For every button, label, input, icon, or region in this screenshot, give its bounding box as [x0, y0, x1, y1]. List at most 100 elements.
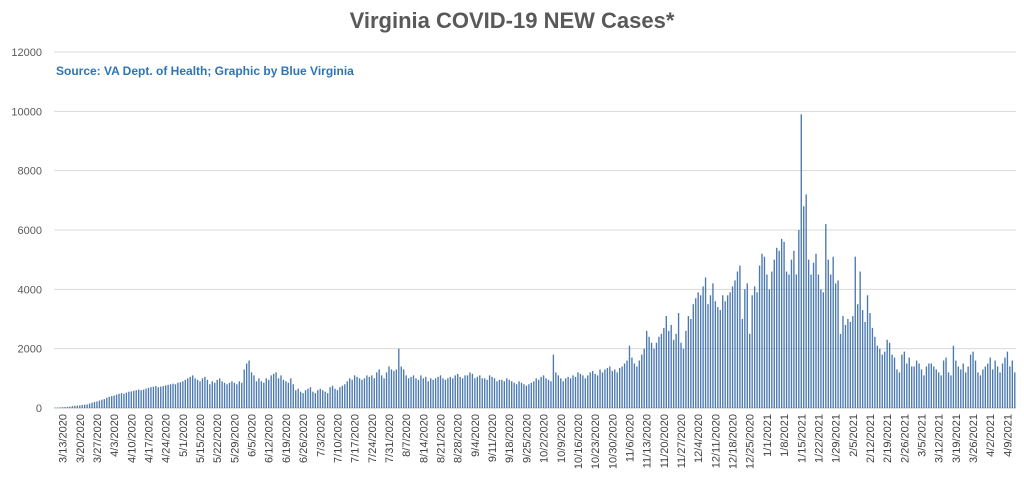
bar	[86, 404, 88, 408]
bar	[901, 354, 903, 408]
bar	[771, 271, 773, 408]
bar	[422, 378, 425, 408]
x-tick-label: 4/17/2020	[143, 414, 155, 463]
x-tick-label: 10/16/2020	[573, 414, 585, 469]
bar	[648, 336, 650, 408]
bar	[587, 375, 589, 408]
bar	[231, 381, 233, 408]
bar	[569, 378, 572, 408]
x-tick-label: 10/9/2020	[556, 414, 568, 463]
x-tick-label: 8/7/2020	[401, 414, 413, 457]
x-tick-label: 5/29/2020	[229, 414, 241, 463]
bar	[942, 360, 945, 408]
bar	[614, 369, 616, 408]
bar	[405, 375, 407, 408]
bar	[268, 379, 270, 408]
x-tick-label: 7/17/2020	[350, 414, 362, 463]
bar	[324, 391, 326, 408]
bar	[194, 378, 196, 408]
bar	[601, 372, 604, 408]
bar	[538, 379, 540, 408]
bar	[577, 372, 579, 408]
bar	[501, 379, 503, 408]
bar	[319, 388, 321, 408]
bar	[618, 367, 621, 408]
bar	[957, 366, 959, 408]
x-tick-label: 1/8/2021	[779, 414, 791, 457]
bar	[390, 369, 393, 408]
bar	[552, 354, 555, 408]
x-tick-label: 12/25/2020	[745, 414, 757, 469]
bar	[555, 372, 557, 408]
bar	[898, 372, 901, 408]
x-tick-label: 9/11/2020	[487, 414, 499, 462]
bar	[560, 378, 562, 408]
bar	[282, 379, 285, 408]
bar	[486, 379, 488, 408]
bar	[179, 382, 182, 408]
bar	[312, 391, 314, 408]
bar	[798, 230, 800, 408]
bar	[758, 265, 761, 408]
bar	[628, 345, 631, 408]
x-tick-label: 9/25/2020	[521, 414, 533, 463]
bar	[270, 375, 272, 408]
bar	[888, 342, 891, 408]
x-tick-label: 10/23/2020	[590, 414, 602, 469]
bar	[145, 388, 147, 408]
bar	[812, 262, 815, 408]
bar	[385, 372, 388, 408]
bar	[592, 370, 594, 408]
bar	[150, 387, 152, 408]
x-tick-label: 8/21/2020	[436, 414, 448, 463]
bar	[488, 375, 491, 408]
bar	[896, 369, 898, 408]
bar	[260, 381, 263, 408]
x-tick-label: 6/26/2020	[298, 414, 310, 463]
x-tick-label: 8/14/2020	[418, 414, 430, 463]
bar	[925, 366, 928, 408]
bar	[915, 360, 918, 408]
bar	[869, 313, 871, 408]
bar	[650, 342, 653, 408]
bar	[196, 379, 199, 408]
bar	[511, 381, 513, 408]
bar	[434, 378, 437, 408]
bar	[729, 292, 731, 408]
bar	[471, 373, 474, 408]
bar	[371, 375, 373, 408]
bar	[363, 378, 366, 408]
bar	[74, 405, 76, 408]
bar	[81, 405, 83, 408]
bar	[137, 389, 140, 408]
bar	[461, 378, 464, 408]
bar	[309, 387, 312, 408]
bar	[736, 271, 739, 408]
bar	[432, 379, 434, 408]
x-tick-label: 4/10/2020	[126, 414, 138, 463]
bar	[604, 369, 606, 408]
bar	[672, 339, 675, 408]
bar	[616, 372, 618, 408]
bar	[621, 366, 623, 408]
bar	[726, 295, 729, 408]
bar	[969, 354, 972, 408]
bar	[734, 280, 736, 408]
bar	[641, 354, 643, 408]
bar	[454, 375, 456, 408]
bar	[535, 378, 537, 408]
bar	[844, 324, 847, 408]
bar	[258, 378, 260, 408]
bar	[142, 389, 145, 408]
bar	[582, 375, 584, 408]
bar	[761, 253, 763, 408]
bar	[341, 385, 344, 408]
bar	[1011, 360, 1013, 408]
y-tick-label: 2000	[18, 344, 42, 356]
bar	[528, 384, 530, 408]
bar	[680, 342, 682, 408]
bar	[749, 333, 751, 408]
bar	[331, 385, 334, 408]
x-tick-label: 1/15/2021	[796, 414, 808, 463]
bar	[928, 363, 930, 408]
